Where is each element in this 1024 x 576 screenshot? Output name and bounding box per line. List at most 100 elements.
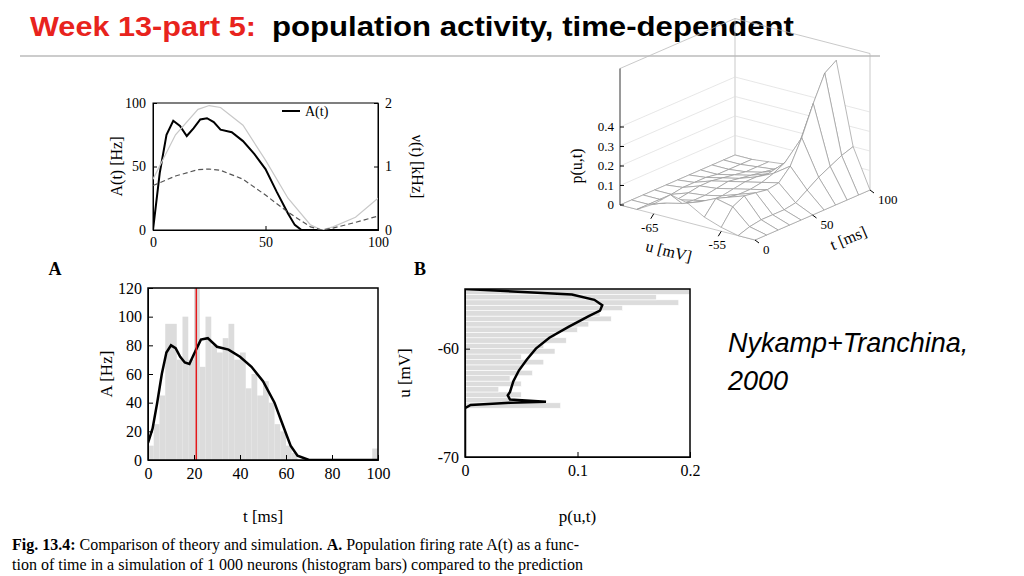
y-axis-title: u [mV] xyxy=(395,348,414,398)
tick-label: 50 xyxy=(259,235,273,250)
bar xyxy=(465,359,544,364)
tick-label: 100 xyxy=(118,308,142,325)
axis: -70 -60 xyxy=(438,290,470,466)
axis: 00.10.2 xyxy=(462,452,701,479)
caption-part: Fig. 13.4: xyxy=(12,536,76,554)
bar xyxy=(465,343,544,348)
tick: 1 xyxy=(374,159,392,174)
divider xyxy=(20,55,880,57)
tick-mark xyxy=(148,345,153,346)
tick-mark xyxy=(620,146,624,147)
tick-label: 0.4 xyxy=(598,119,615,134)
tick-mark xyxy=(690,452,691,457)
slide-title-prefix: Week 13-part 5: xyxy=(30,12,256,42)
plot-area xyxy=(153,106,378,230)
citation: 2000 xyxy=(727,366,788,396)
tick: 50 xyxy=(132,159,157,174)
tick: 40 xyxy=(126,394,153,411)
caption-part: tion of time in a simulation of 1 000 ne… xyxy=(12,556,583,574)
tick-mark xyxy=(153,230,157,231)
series-line xyxy=(148,338,378,460)
tick-label: -70 xyxy=(438,449,459,466)
z-axis: 00.10.20.30.4 xyxy=(598,69,624,213)
box-edge xyxy=(735,19,736,156)
panel-title: B xyxy=(414,259,426,279)
bar xyxy=(234,360,240,460)
tick: 20 xyxy=(126,423,153,440)
tick-label: 100 xyxy=(878,192,898,207)
tick-label: -60 xyxy=(438,340,459,357)
plot-area xyxy=(148,288,378,460)
tick-mark xyxy=(286,455,287,460)
box-edge xyxy=(735,19,870,54)
bar xyxy=(465,370,533,375)
bar xyxy=(154,424,160,460)
tick-label: 0 xyxy=(145,465,153,482)
tick-label: 0 xyxy=(150,235,157,250)
y-axis-title: A(t) [Hz] xyxy=(108,137,126,197)
bar xyxy=(465,365,521,370)
tick-mark xyxy=(148,374,153,375)
caption: Fig. 13.4: Comparison of theory and simu… xyxy=(12,536,579,554)
tick-mark xyxy=(148,288,153,289)
tick-label: 0 xyxy=(763,242,770,257)
tick-label: 100 xyxy=(125,96,146,111)
box-edge xyxy=(620,19,735,69)
bar xyxy=(200,367,206,460)
bar xyxy=(177,360,183,460)
tick-label: -65 xyxy=(641,220,658,235)
bar xyxy=(465,311,600,316)
tick-label: 40 xyxy=(233,465,249,482)
tick: 80 xyxy=(325,455,341,482)
tick-label: 60 xyxy=(126,366,142,383)
surface-cell xyxy=(637,203,665,209)
tick-label: 80 xyxy=(126,337,142,354)
tick: 100 xyxy=(367,455,391,482)
axis: 0 20 40 60 80 100 120 xyxy=(118,280,153,469)
tick-label: 60 xyxy=(279,465,295,482)
tick-label: 40 xyxy=(126,394,142,411)
tick-mark xyxy=(465,349,470,350)
bar xyxy=(465,376,510,381)
bar xyxy=(465,392,521,397)
tick-mark xyxy=(718,231,721,236)
tick: 0.1 xyxy=(568,452,588,479)
plot-frame xyxy=(153,103,378,230)
tick-mark xyxy=(651,214,654,219)
series-line xyxy=(153,106,378,230)
tick-label: 0 xyxy=(139,223,146,238)
x-axis-title: p(u,t) xyxy=(559,507,596,526)
tick-label: 0.2 xyxy=(598,158,614,173)
bar xyxy=(269,403,275,460)
tick: 120 xyxy=(118,280,153,297)
plot-frame xyxy=(148,288,378,460)
tick-label: 2 xyxy=(385,96,392,111)
tick: 0 xyxy=(134,452,153,469)
caption-part: A. xyxy=(327,536,343,553)
tick-label: 0.3 xyxy=(598,139,614,154)
tick-mark xyxy=(148,403,153,404)
tick-label: 0 xyxy=(608,197,615,212)
tick: 100 xyxy=(125,96,157,111)
tick: 50 xyxy=(259,226,273,250)
tick: 100 xyxy=(118,308,153,325)
axis-line xyxy=(374,104,379,231)
y2-axis-title: ν(t) [kHz] xyxy=(408,135,426,199)
tick: 40 xyxy=(233,455,249,482)
tick-mark xyxy=(465,457,470,458)
panel-title: A xyxy=(49,259,62,279)
tick-mark xyxy=(620,166,624,167)
slide: Week 13-part 5:population activity, time… xyxy=(0,0,1024,576)
legend: A(t) xyxy=(282,104,329,120)
bar xyxy=(465,387,499,392)
axis: 0 50 100 xyxy=(125,96,157,238)
y-axis-title: A [Hz] xyxy=(97,351,116,398)
reference-line xyxy=(196,288,198,460)
tick-label: 1 xyxy=(385,159,392,174)
series-line xyxy=(465,289,602,457)
tick-label: 50 xyxy=(132,159,146,174)
tick: 2 xyxy=(374,96,392,111)
tick-mark xyxy=(266,226,267,230)
tick-mark xyxy=(374,167,378,168)
bar xyxy=(372,449,378,460)
